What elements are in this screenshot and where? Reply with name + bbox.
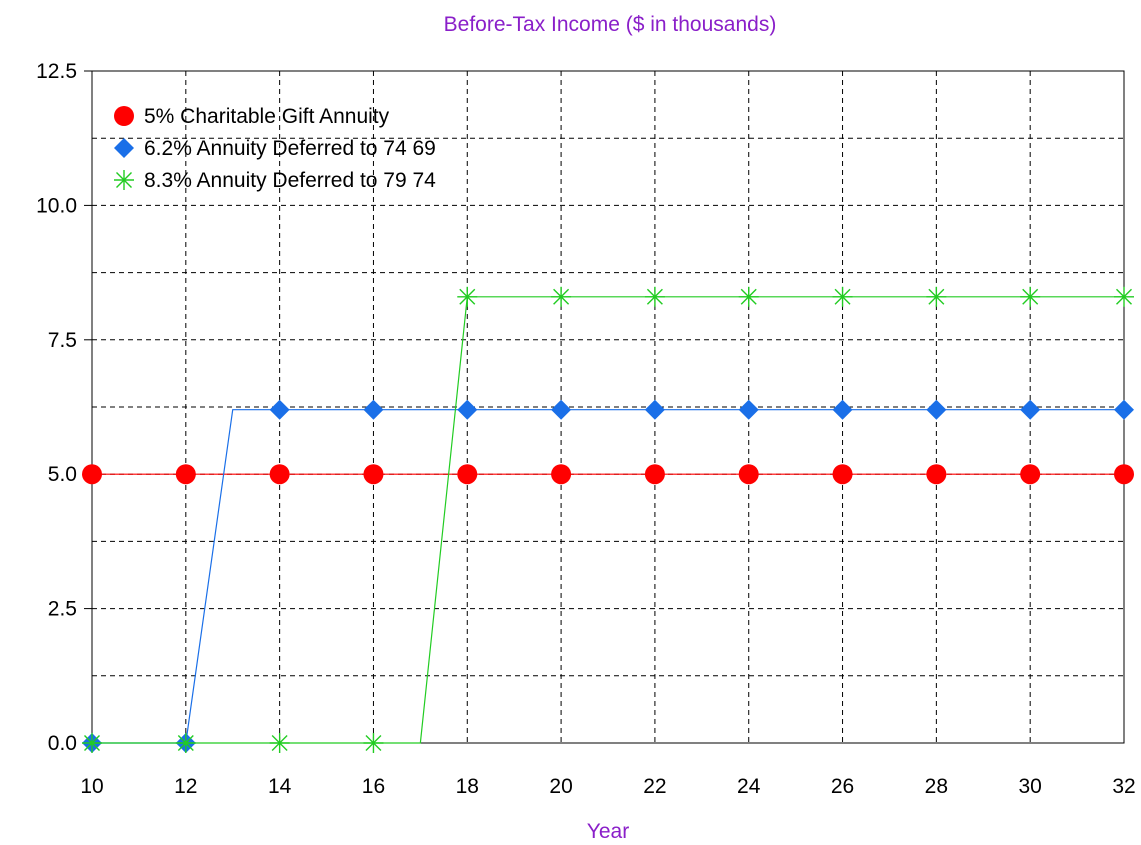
series-3 [82,286,1134,753]
data-point [82,733,102,753]
y-tick-label: 5.0 [48,463,77,486]
data-point [457,464,478,485]
data-point [832,399,853,420]
x-tick-label: 16 [362,775,385,798]
legend-label: 5% Charitable Gift Annuity [144,105,390,128]
legend-label: 8.3% Annuity Deferred to 79 74 [144,169,436,192]
x-tick-label: 30 [1019,775,1042,798]
x-tick-label: 12 [174,775,197,798]
data-point [551,399,572,420]
series-line [92,296,1124,744]
series [82,286,1134,753]
data-point [363,399,384,420]
series-2 [82,399,1134,753]
y-tick-label: 0.0 [48,732,77,755]
legend-marker [114,138,134,158]
data-point [457,399,478,420]
data-point [644,286,665,307]
data-point [269,733,290,753]
data-point [1020,399,1041,420]
data-point [738,286,759,307]
data-point [363,733,384,753]
data-point [738,399,759,420]
data-point [644,464,665,485]
data-point [1114,286,1134,307]
data-point [551,464,572,485]
data-point [926,286,947,307]
series-line [92,409,1124,744]
data-point [1020,286,1041,307]
y-tick-label: 10.0 [36,194,77,217]
data-point [1020,464,1041,485]
x-tick-label: 28 [925,775,948,798]
data-point [926,399,947,420]
legend: 5% Charitable Gift Annuity 6.2% Annuity D… [114,105,436,192]
data-point [175,464,196,485]
x-tick-label: 14 [268,775,292,798]
x-tick-label: 32 [1112,775,1135,798]
x-tick-label: 24 [737,775,761,798]
data-point [738,464,759,485]
data-point [644,399,665,420]
data-point [175,733,196,753]
x-tick-label: 10 [80,775,103,798]
x-tick-label: 22 [643,775,666,798]
data-point [832,464,853,485]
chart-title: Before-Tax Income ($ in thousands) [444,13,777,36]
data-point [363,464,384,485]
x-tick-label: 26 [831,775,854,798]
data-point [832,286,853,307]
y-tick-label: 7.5 [48,329,77,352]
data-point [1114,464,1134,485]
y-tick-label: 12.5 [36,60,77,83]
legend-marker [114,106,134,126]
x-tick-label: 18 [456,775,479,798]
data-point [1114,399,1134,420]
series-1 [82,464,1134,485]
data-point [269,399,290,420]
legend-label: 6.2% Annuity Deferred to 74 69 [144,137,436,160]
x-axis-label: Year [587,820,629,843]
legend-marker [114,170,134,190]
data-point [926,464,947,485]
data-point [551,286,572,307]
data-point [269,464,290,485]
axis-ticks: 10 12 14 16 18 20 22 24 26 28 30 32 0.0 2.5 5.0 7.5 10.0… [36,60,1136,798]
y-tick-label: 2.5 [48,598,77,621]
data-point [457,286,478,307]
data-point [82,464,102,485]
x-tick-label: 20 [549,775,572,798]
